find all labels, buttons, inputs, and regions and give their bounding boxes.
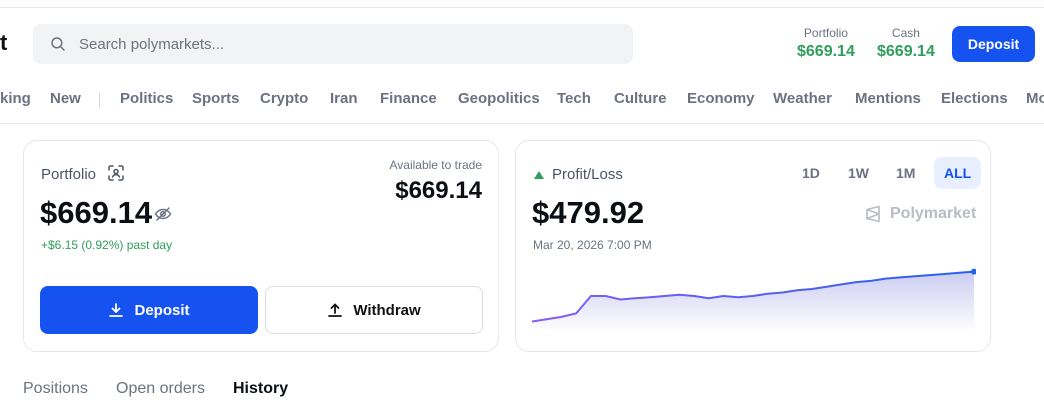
range-1d[interactable]: 1D <box>802 165 820 181</box>
portfolio-value: $669.14 <box>40 195 153 230</box>
nav-item-new[interactable]: New <box>50 90 81 107</box>
nav-item-finance[interactable]: Finance <box>380 90 437 107</box>
download-icon <box>109 303 124 317</box>
tab-history[interactable]: History <box>233 380 289 397</box>
profit-loss-header: Profit/Loss <box>534 166 623 183</box>
nav-item-tech[interactable]: Tech <box>557 90 591 107</box>
tab-positions[interactable]: Positions <box>23 380 88 397</box>
profit-loss-date: Mar 20, 2026 7:00 PM <box>533 238 652 252</box>
portfolio-card: Portfolio $669.14 +$6.15 (0.92%) past da… <box>23 140 499 352</box>
nav-item-geopolitics[interactable]: Geopolitics <box>458 90 540 107</box>
nav-separator <box>99 93 100 108</box>
nav-item-more[interactable]: Mo <box>1026 90 1044 107</box>
top-divider <box>0 7 1044 8</box>
search-icon <box>51 37 65 51</box>
chart-area <box>532 271 974 329</box>
deposit-button-label: Deposit <box>134 301 190 319</box>
portfolio-change: +$6.15 (0.92%) past day <box>41 238 173 252</box>
header-cash[interactable]: Cash $669.14 <box>877 26 935 61</box>
header-portfolio[interactable]: Portfolio $669.14 <box>797 26 855 61</box>
nav-item-crypto[interactable]: Crypto <box>260 90 309 107</box>
nav-item-king[interactable]: king <box>0 90 31 107</box>
available-to-trade-value: $669.14 <box>395 177 482 204</box>
nav-item-mentions[interactable]: Mentions <box>855 90 921 107</box>
portfolio-label: Portfolio <box>41 166 97 183</box>
search-input[interactable] <box>79 35 599 53</box>
nav-item-weather[interactable]: Weather <box>773 90 832 107</box>
available-to-trade-label: Available to trade <box>389 158 482 172</box>
profit-loss-label: Profit/Loss <box>552 166 623 183</box>
up-triangle-icon <box>534 170 544 179</box>
nav-item-sports[interactable]: Sports <box>192 90 240 107</box>
header-cash-value: $669.14 <box>877 43 935 60</box>
withdraw-button-label: Withdraw <box>353 301 421 319</box>
range-1w[interactable]: 1W <box>848 165 869 181</box>
polymarket-brand-label: Polymarket <box>890 205 977 222</box>
nav-item-economy[interactable]: Economy <box>687 90 755 107</box>
header-deposit-button[interactable]: Deposit <box>952 26 1035 62</box>
nav-item-politics[interactable]: Politics <box>120 90 174 107</box>
search-bar[interactable] <box>33 24 633 64</box>
header-cash-label: Cash <box>891 26 920 40</box>
eye-off-icon[interactable] <box>153 205 173 223</box>
polymarket-brand: Polymarket <box>864 205 976 223</box>
range-1m[interactable]: 1M <box>896 165 916 181</box>
profit-loss-card: Profit/Loss $479.92 Mar 20, 2026 7:00 PM… <box>515 140 991 352</box>
nav-item-iran[interactable]: Iran <box>330 90 358 107</box>
chart-endpoint <box>971 268 976 275</box>
chart-line <box>532 270 975 323</box>
nav-item-elections[interactable]: Elections <box>941 90 1008 107</box>
tab-open-orders[interactable]: Open orders <box>116 380 205 397</box>
withdraw-button[interactable]: Withdraw <box>265 286 483 334</box>
profit-loss-chart[interactable] <box>532 263 976 329</box>
deposit-button[interactable]: Deposit <box>40 286 258 334</box>
nav-divider <box>0 123 1044 124</box>
header-portfolio-value: $669.14 <box>797 43 855 60</box>
nav-item-culture[interactable]: Culture <box>614 90 667 107</box>
upload-icon <box>328 303 343 317</box>
profit-loss-value: $479.92 <box>532 195 645 230</box>
logo-fragment[interactable]: t <box>0 30 8 55</box>
scan-icon[interactable] <box>108 165 124 181</box>
header-portfolio-label: Portfolio <box>803 26 848 40</box>
polymarket-logo-icon <box>866 205 880 223</box>
range-all[interactable]: ALL <box>934 157 982 189</box>
